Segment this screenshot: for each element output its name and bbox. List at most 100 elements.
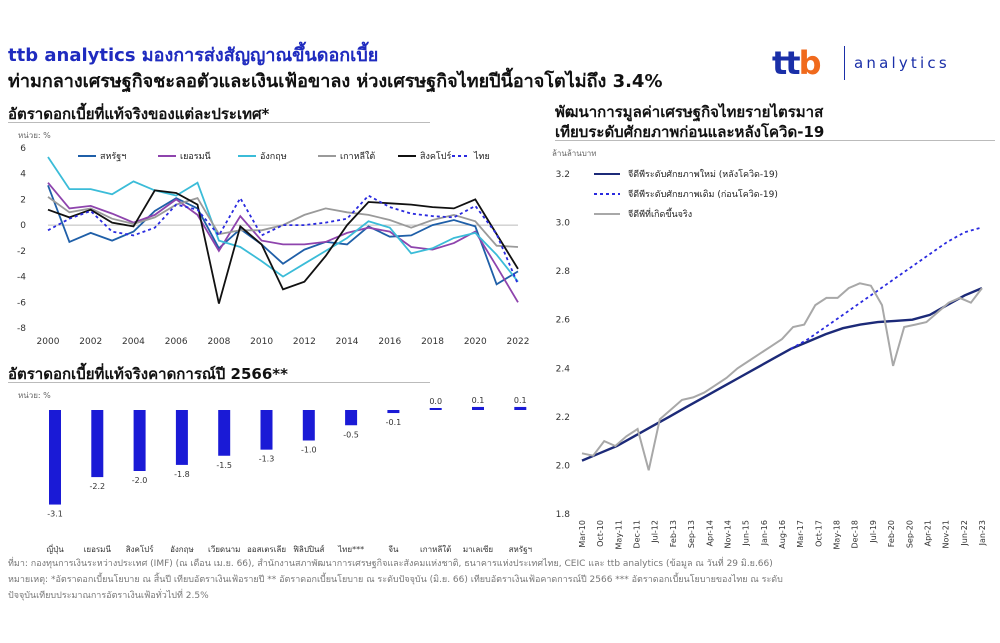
x-tick-label: Nov-14 [723, 520, 732, 548]
real-rate-forecast-bar-chart: หน่วย: % -3.1 ญี่ปุ่น -2.2 เยอรมนี -2.0 สิงคโป… [18, 391, 532, 554]
bar-category-label: ออสเตรเลีย [247, 545, 286, 554]
x-tick-label: Jul-12 [651, 520, 660, 544]
x-tick-label: May-18 [833, 520, 842, 549]
x-tick-label: Mar-17 [796, 520, 805, 548]
bar-category-label: เกาหลีใต้ [420, 545, 451, 554]
x-tick-label: 2020 [464, 337, 487, 347]
bar-category-label: สหรัฐฯ [509, 545, 532, 554]
y-tick-label: -6 [17, 298, 26, 308]
bar-1 [91, 410, 104, 478]
thai-gdp-quarterly-chart: ล้านล้านบาท 3.2 3.0 2.8 2.6 2.4 2.2 2.0 1.8 Mar-1… [552, 149, 987, 549]
x-tick-label: Feb-20 [887, 520, 896, 547]
logo-mark: ttb [772, 44, 821, 82]
bar-category-label: เยอรมนี [84, 545, 112, 554]
y-tick-label: 6 [20, 144, 26, 154]
y-tick-label: 2.6 [556, 316, 571, 326]
legend-label-3: เกาหลีใต้ [340, 151, 375, 162]
x-tick-label: 2006 [165, 337, 188, 347]
x-tick-label: May-11 [614, 520, 623, 549]
bar-11 [514, 406, 527, 410]
bar-category-label: อังกฤษ [170, 545, 194, 554]
bar-8 [387, 410, 400, 414]
x-tick-label: Apr-21 [923, 520, 932, 546]
header-title-line1: ttb analytics มองการส่งสัญญาณขึ้นดอกเบี้… [8, 45, 379, 66]
bar-category-label: ไทย*** [337, 545, 364, 554]
bar-3 [175, 410, 188, 465]
bar-10 [472, 406, 484, 410]
series-line-4 [47, 189, 519, 304]
series-line-1 [47, 182, 519, 303]
bar-5 [260, 410, 273, 450]
line-chart-title: อัตราดอกเบี้ยที่แท้จริงของแต่ละประเทศ* [8, 105, 270, 123]
x-tick-label: Mar-10 [578, 520, 587, 548]
y-tick-label: 4 [20, 170, 26, 180]
x-tick-label: 2016 [378, 337, 401, 347]
x-tick-label: 2012 [293, 337, 316, 347]
real-rate-line-chart: หน่วย: % 6 4 2 0 -2 -4 -6 -8 2000 2002 2004 2006 2008… [17, 131, 529, 347]
bar-value-label: 0.1 [514, 396, 527, 405]
bar-value-label: -3.1 [47, 510, 63, 519]
y-tick-label: 2 [20, 195, 26, 205]
y-tick-label: 2.4 [556, 364, 571, 374]
series-line-2 [47, 156, 519, 283]
bar-chart-title: อัตราดอกเบี้ยที่แท้จริงคาดการณ์ปี 2566** [8, 365, 288, 383]
bar-9 [429, 408, 442, 410]
y-tick-label: 2.0 [556, 461, 571, 471]
bar-category-label: มาเลเซีย [463, 545, 493, 554]
x-tick-label: Sep-13 [687, 520, 696, 548]
y-tick-label: -4 [17, 273, 26, 283]
x-tick-label: Jul-19 [869, 520, 878, 544]
y-axis-unit-label: ล้านล้านบาท [552, 149, 597, 158]
bar-category-label: จีน [388, 545, 399, 554]
gdp-series-line-2 [581, 282, 983, 471]
x-tick-label: Oct-17 [814, 520, 823, 547]
y-axis-unit-label: หน่วย: % [18, 391, 51, 400]
bar-category-label: สิงคโปร์ [126, 544, 155, 554]
y-tick-label: 1.8 [556, 510, 571, 520]
x-tick-label: Apr-14 [705, 520, 714, 546]
x-tick-label: Jan-23 [978, 520, 987, 546]
x-tick-label: 2004 [122, 337, 145, 347]
x-tick-label: Jan-16 [760, 520, 769, 546]
gdp-legend-label-2: จีดีพีที่เกิดขึ้นจริง [628, 207, 692, 220]
bar-0 [49, 410, 61, 505]
bar-2 [133, 410, 146, 471]
bar-value-label: -1.3 [259, 455, 275, 464]
bar-7 [345, 410, 358, 426]
y-tick-label: 3.0 [556, 219, 571, 229]
bar-value-label: -0.5 [343, 430, 359, 439]
logo-wordmark: analytics [854, 54, 950, 72]
x-tick-label: 2010 [250, 337, 273, 347]
gdp-legend-label-0: จีดีพีระดับศักยภาพใหม่ (หลังโควิด-19) [628, 169, 778, 180]
gdp-chart-title-rule [555, 140, 995, 141]
bar-value-label: 0.0 [429, 397, 442, 406]
gdp-series-line-0 [581, 286, 983, 462]
x-tick-label: Dec-18 [851, 520, 860, 549]
line-chart-title-rule [8, 122, 430, 123]
series-line-3 [47, 196, 519, 248]
series-line-5 [47, 194, 519, 285]
x-tick-label: Jun-22 [960, 520, 969, 547]
gdp-chart-title: พัฒนาการมูลค่าเศรษฐกิจไทยรายไตรมาส [555, 103, 824, 121]
footnote-remark: หมายเหตุ: *อัตราดอกเบี้ยนโยบาย ณ สิ้นปี … [8, 575, 783, 585]
x-tick-label: Sep-20 [905, 520, 914, 548]
y-tick-label: 2.8 [556, 267, 571, 277]
x-tick-label: 2014 [336, 337, 359, 347]
logo-divider [844, 46, 845, 80]
bar-value-label: 0.1 [472, 396, 485, 405]
y-tick-label: 3.2 [556, 170, 570, 180]
x-tick-label: Nov-21 [942, 520, 951, 548]
legend-label-4: สิงคโปร์ [420, 150, 451, 162]
bar-4 [218, 410, 231, 456]
bar-category-label: ฟิลิปปินส์ [293, 544, 324, 554]
bar-value-label: -2.2 [89, 482, 105, 491]
bar-value-label: -1.8 [174, 470, 190, 479]
legend-label-5: ไทย [473, 151, 490, 162]
bar-value-label: -1.5 [216, 461, 232, 470]
bar-category-label: เวียดนาม [208, 545, 240, 554]
x-tick-label: 2002 [79, 337, 102, 347]
x-tick-label: 2000 [37, 337, 60, 347]
x-tick-label: Feb-13 [669, 520, 678, 547]
y-tick-label: 0 [20, 221, 26, 231]
x-tick-label: Jun-15 [742, 520, 751, 547]
